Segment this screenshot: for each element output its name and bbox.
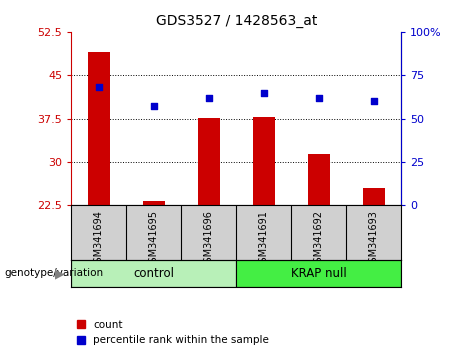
Bar (143, 201, 165, 205)
Text: GSM341693: GSM341693 (369, 210, 378, 269)
Bar (253, 118, 275, 205)
Text: genotype/variation: genotype/variation (5, 268, 104, 279)
Text: GSM341695: GSM341695 (149, 210, 159, 269)
Text: KRAP null: KRAP null (291, 267, 347, 280)
Bar (88, 52, 110, 205)
Text: control: control (133, 267, 174, 280)
Text: GSM341691: GSM341691 (259, 210, 269, 269)
Text: GSM341696: GSM341696 (204, 210, 214, 269)
Text: GSM341694: GSM341694 (94, 210, 104, 269)
Text: ▶: ▶ (55, 267, 65, 280)
Point (370, 98, 377, 104)
Point (95, 85, 103, 90)
Bar (71, 260, 236, 287)
Text: GSM341692: GSM341692 (313, 210, 324, 269)
Point (205, 95, 213, 101)
Bar (307, 154, 330, 205)
Bar (198, 118, 220, 205)
Bar (236, 260, 401, 287)
Point (150, 104, 158, 109)
Point (260, 90, 267, 96)
Legend: count, percentile rank within the sample: count, percentile rank within the sample (77, 320, 269, 345)
Bar (363, 188, 384, 205)
Point (315, 95, 322, 101)
Title: GDS3527 / 1428563_at: GDS3527 / 1428563_at (155, 14, 317, 28)
